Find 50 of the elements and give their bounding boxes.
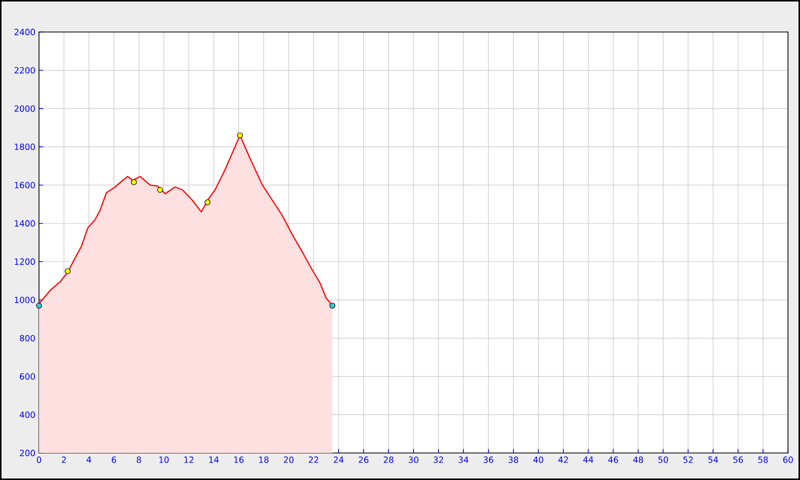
y-tick-label: 1200 bbox=[14, 258, 35, 265]
x-tick-label: 4 bbox=[86, 456, 92, 463]
point bbox=[329, 302, 336, 309]
x-tick-label: 54 bbox=[708, 456, 718, 463]
x-tick-label: 16 bbox=[234, 456, 244, 463]
x-tick-label: 20 bbox=[284, 456, 294, 463]
x-tick-label: 18 bbox=[259, 456, 269, 463]
x-tick-label: 38 bbox=[508, 456, 518, 463]
x-tick-label: 14 bbox=[209, 456, 219, 463]
x-tick-label: 10 bbox=[159, 456, 169, 463]
point bbox=[64, 268, 71, 274]
x-tick-label: 60 bbox=[783, 456, 793, 463]
y-tick-label: 2200 bbox=[14, 67, 35, 74]
point bbox=[237, 132, 243, 138]
x-tick-label: 56 bbox=[733, 456, 743, 463]
x-tick-label: 32 bbox=[434, 456, 444, 463]
x-tick-label: 42 bbox=[558, 456, 568, 463]
x-tick-label: 22 bbox=[308, 456, 318, 463]
x-tick-label: 30 bbox=[408, 456, 418, 463]
y-tick-label: 1800 bbox=[14, 144, 35, 150]
x-tick-label: 46 bbox=[608, 456, 618, 463]
x-tick-label: 2 bbox=[62, 456, 66, 463]
x-tick-label: 58 bbox=[758, 456, 768, 463]
x-tick-label: 26 bbox=[358, 456, 368, 463]
x-tick-label: 52 bbox=[683, 456, 693, 463]
point bbox=[130, 179, 137, 186]
y-tick-label: 800 bbox=[20, 334, 35, 342]
x-tick-label: 8 bbox=[136, 456, 141, 463]
y-tick-label: 1000 bbox=[14, 296, 35, 304]
x-tick-label: 50 bbox=[658, 456, 668, 463]
x-tick-label: 48 bbox=[633, 456, 644, 463]
point bbox=[204, 199, 210, 206]
x-tick-label: 24 bbox=[334, 456, 344, 463]
x-tick-label: 28 bbox=[384, 456, 394, 463]
y-tick-label: 200 bbox=[20, 450, 35, 456]
x-tick-label: 0 bbox=[36, 456, 42, 463]
point bbox=[36, 302, 42, 309]
x-tick-label: 40 bbox=[533, 456, 544, 463]
y-tick-label: 600 bbox=[20, 373, 35, 380]
y-tick-label: 400 bbox=[20, 412, 35, 418]
x-tick-label: 36 bbox=[484, 456, 494, 463]
y-tick-label: 2400 bbox=[14, 28, 35, 36]
point bbox=[157, 186, 163, 193]
x-tick-label: 34 bbox=[458, 456, 468, 463]
x-tick-label: 44 bbox=[583, 456, 594, 463]
y-tick-label: 2000 bbox=[14, 105, 35, 112]
x-tick-label: 12 bbox=[184, 456, 194, 463]
y-tick-label: 1600 bbox=[14, 182, 35, 188]
y-tick-label: 1400 bbox=[14, 220, 35, 227]
x-tick-label: 6 bbox=[112, 456, 116, 463]
